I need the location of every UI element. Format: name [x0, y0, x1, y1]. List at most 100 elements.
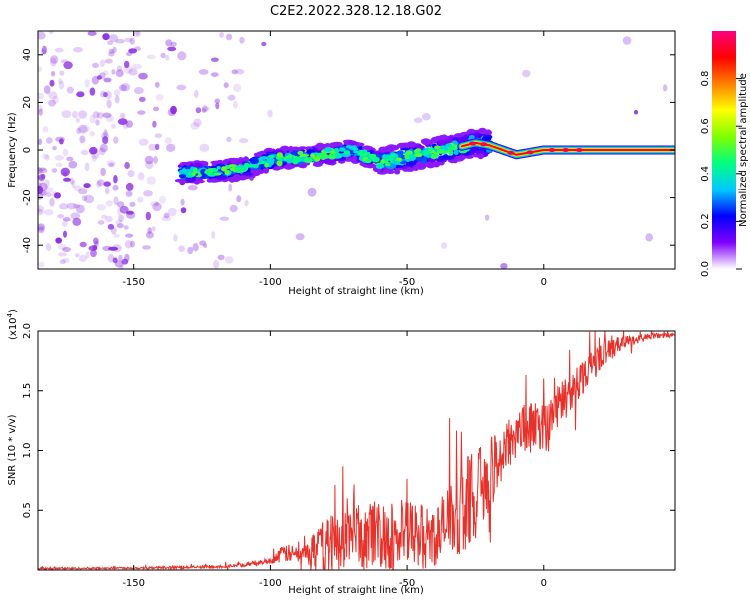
noise-blob: [236, 195, 242, 203]
noise-blob: [91, 151, 100, 160]
signal-blob: [414, 156, 425, 162]
x-tick-label: -50: [399, 578, 415, 589]
noise-blob: [261, 41, 267, 47]
signal-blob: [184, 166, 191, 170]
snr-x-ticks: -150 -100 -50 0: [122, 331, 547, 589]
signal-peak: [548, 148, 556, 152]
signal-core: [303, 157, 313, 164]
x-tick-label: 0: [541, 277, 547, 288]
noise-blob: [111, 69, 116, 75]
noise-blob: [51, 168, 58, 173]
noise-blob: [78, 124, 88, 134]
noise-blob: [135, 31, 140, 36]
snr-series-line: [38, 331, 675, 570]
noise-blob: [125, 211, 136, 219]
noise-blob: [125, 182, 134, 191]
signal-blob: [250, 169, 262, 175]
noise-blob: [102, 112, 112, 118]
noise-blob: [199, 240, 207, 246]
noise-blob: [41, 153, 49, 159]
signal-peak: [526, 150, 534, 155]
signal-core: [297, 150, 304, 156]
snr-panel: -150 -100 -50 0 0.5 1.0 1.5 2.0 Height of stra…: [6, 309, 676, 596]
noise-blob: [114, 95, 120, 104]
noise-blob: [38, 223, 45, 232]
snr-y-label: SNR (10 * v/v): [7, 414, 18, 485]
noise-blob: [210, 57, 219, 62]
noise-blob: [84, 79, 90, 88]
signal-blob: [200, 168, 207, 176]
noise-blob: [38, 66, 43, 72]
noise-blob: [225, 33, 233, 41]
noise-blob: [113, 175, 118, 184]
noise-blob: [127, 170, 135, 178]
noise-blob: [99, 59, 106, 67]
noise-blob: [54, 155, 64, 161]
noise-blob: [107, 40, 113, 45]
noise-blob: [210, 72, 219, 77]
noise-blob: [40, 190, 47, 196]
noise-blob: [78, 188, 88, 195]
signal-core: [185, 174, 194, 178]
noise-blob: [100, 167, 106, 177]
noise-blob: [96, 180, 102, 188]
noise-blob: [76, 91, 85, 98]
noise-blob: [108, 246, 119, 251]
x-tick-label: -100: [259, 277, 282, 288]
noise-blob: [238, 138, 249, 144]
noise-blob: [163, 212, 170, 219]
noise-blob: [187, 246, 194, 255]
noise-blob: [102, 136, 109, 145]
noise-blob: [213, 259, 220, 269]
signal-blob: [216, 175, 228, 180]
signal-core: [187, 172, 193, 176]
noise-blob: [63, 230, 67, 238]
noise-blob: [522, 69, 531, 78]
noise-blob: [133, 87, 144, 95]
signal-peak: [562, 148, 570, 152]
noise-blob: [103, 92, 108, 98]
noise-blob: [125, 120, 133, 128]
noise-blob: [49, 79, 55, 87]
noise-blob: [152, 202, 162, 212]
signal-blob: [460, 131, 471, 135]
noise-blob: [103, 77, 112, 83]
signal-blob: [478, 127, 487, 135]
noise-blob: [59, 203, 69, 210]
signal-blob: [428, 158, 436, 163]
noise-blob: [106, 99, 112, 109]
signal-core: [328, 153, 336, 160]
noise-blob: [84, 162, 90, 172]
noise-blob: [137, 110, 146, 115]
noise-blob: [116, 223, 124, 229]
noise-blob: [55, 162, 63, 168]
noise-blob: [170, 41, 177, 47]
signal-core: [371, 156, 380, 163]
signal-blob: [425, 163, 437, 168]
noise-blob: [38, 167, 43, 175]
signal-core: [434, 145, 441, 150]
noise-blob: [239, 36, 245, 44]
signal-core: [415, 153, 423, 157]
noise-blob: [63, 61, 73, 70]
signal-core: [276, 160, 283, 167]
noise-blob: [75, 204, 85, 214]
signal-core: [339, 147, 346, 152]
signal-core: [362, 149, 368, 154]
noise-blob: [55, 237, 62, 243]
signal-core: [207, 173, 216, 177]
noise-blob: [52, 146, 57, 151]
noise-blob: [645, 233, 653, 242]
noise-blob: [170, 105, 177, 115]
noise-blob: [160, 52, 166, 59]
signal-peak: [480, 142, 488, 147]
noise-blob: [92, 62, 99, 68]
noise-blob: [38, 223, 45, 230]
noise-blob: [132, 63, 142, 70]
noise-blob: [38, 261, 45, 268]
noise-blob: [78, 110, 88, 119]
noise-blob: [116, 207, 122, 216]
colorbar-tick-label: 0.0: [700, 261, 711, 277]
noise-blob: [144, 155, 154, 165]
noise-blob: [63, 177, 71, 182]
